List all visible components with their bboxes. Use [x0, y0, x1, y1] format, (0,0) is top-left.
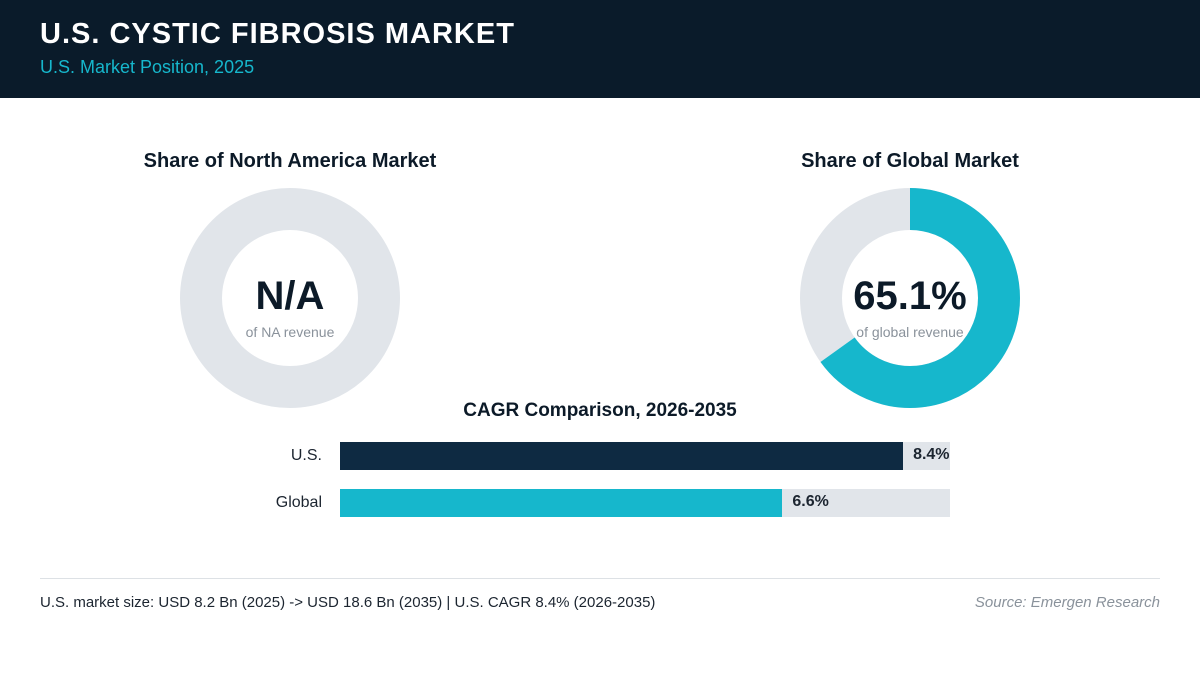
bar-label-global: Global — [275, 494, 322, 511]
na-share-value: N/A — [255, 274, 325, 318]
na-donut-svg — [180, 188, 400, 408]
bar-us — [340, 442, 904, 470]
global-share-caption: of global revenue — [856, 324, 964, 340]
bar-track-us: 8.4% — [340, 442, 950, 470]
bar-value-global: 6.6% — [792, 493, 829, 510]
na-share-chart: Share of North America Market N/A of NA … — [90, 150, 490, 408]
global-donut: 65.1% of global revenue — [800, 188, 1020, 408]
bar-track-global: 6.6% — [340, 489, 950, 517]
market-size-note: U.S. market size: USD 8.2 Bn (2025) -> U… — [40, 594, 656, 611]
global-donut-slice — [800, 188, 1020, 408]
header-banner: U.S. CYSTIC FIBROSIS MARKET U.S. Market … — [0, 0, 1200, 98]
source-credit: Source: Emergen Research — [974, 594, 1160, 611]
global-share-chart: Share of Global Market 65.1% of global r… — [710, 150, 1110, 408]
global-share-value: 65.1% — [853, 274, 967, 318]
na-donut: N/A of NA revenue — [180, 188, 400, 408]
page-title: U.S. CYSTIC FIBROSIS MARKET — [40, 18, 515, 50]
bar-global — [340, 489, 783, 517]
na-donut-track — [180, 188, 400, 408]
bar-label-us: U.S. — [290, 447, 322, 464]
page-subtitle: U.S. Market Position, 2025 — [40, 57, 255, 77]
bar-value-us: 8.4% — [913, 446, 950, 463]
na-share-caption: of NA revenue — [245, 324, 335, 340]
global-share-title: Share of Global Market — [801, 150, 1019, 172]
na-share-title: Share of North America Market — [143, 150, 437, 172]
footer-divider — [40, 578, 1160, 579]
bar-row-global: Global 6.6% — [0, 489, 1200, 517]
global-donut-svg — [800, 188, 1020, 408]
cagr-chart-title: CAGR Comparison, 2026-2035 — [463, 400, 737, 421]
bar-row-us: U.S. 8.4% — [0, 442, 1200, 470]
